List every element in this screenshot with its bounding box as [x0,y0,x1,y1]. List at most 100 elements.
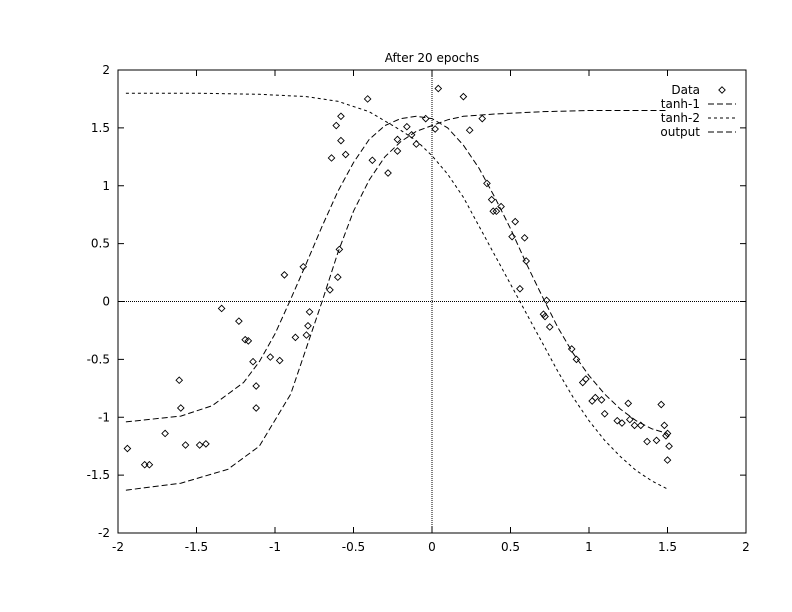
data-point [412,140,421,148]
x-tick-label: -0.5 [342,540,365,554]
data-point [181,441,190,449]
data-point [266,353,275,361]
data-point [145,460,154,469]
legend-label: tanh-2 [661,111,700,125]
x-tick-label: -1 [269,540,281,554]
data-point [665,442,673,451]
series-line-tanh-1 [125,110,668,491]
y-tick-label: -1.5 [87,468,110,482]
y-tick-label: 1 [102,179,110,193]
data-point [337,136,345,145]
data-point [520,234,529,242]
y-tick-label: 0.5 [91,237,110,251]
data-point [545,323,554,331]
data-point [252,404,260,412]
series-line-output [125,115,668,434]
data-point [643,437,651,446]
data-point [337,112,345,121]
x-tick-label: 0 [428,540,436,554]
data-point [662,431,670,440]
x-tick-label: 1.5 [658,540,677,554]
data-point [368,156,377,165]
data-point [625,415,634,424]
data-point [275,356,284,365]
legend-label: output [660,125,700,139]
legend-label: tanh-1 [661,97,700,111]
data-point [483,179,491,188]
data-point [492,207,501,216]
data-point [235,317,243,326]
x-tick-label: 1 [585,540,593,554]
data-point [333,273,342,282]
data-point [123,444,132,453]
data-point [578,378,587,387]
data-point [244,337,253,345]
data-point [304,321,312,330]
x-tick-label: -2 [112,540,124,554]
data-point [217,304,226,313]
data-point [597,396,606,404]
data-point [542,296,551,305]
data-point [421,114,430,123]
y-tick-label: 1.5 [91,121,110,135]
data-point [202,440,210,448]
data-point [508,232,516,241]
data-point [663,456,672,464]
data-point [572,355,581,364]
data-point [195,441,204,449]
data-point [591,393,600,402]
data-point [434,84,443,93]
legend-label: Data [671,83,700,97]
data-point [630,421,639,430]
data-point [652,436,661,445]
data-point [588,397,596,405]
data-point [657,400,666,409]
x-tick-label: -1.5 [185,540,208,554]
data-point [302,331,311,339]
data-point [459,92,468,101]
data-point [541,312,549,321]
y-tick-label: 0 [102,295,110,309]
legend-swatch [718,86,726,94]
y-tick-label: -2 [98,526,110,540]
data-point [291,333,300,342]
data-point [465,126,474,135]
data-point [280,271,289,279]
data-point [161,429,169,438]
data-point [326,286,334,294]
data-point [305,308,314,316]
y-tick-label: 2 [102,63,110,77]
data-point [363,95,372,103]
data-point [613,416,622,425]
data-point [624,399,633,408]
x-tick-label: 2 [742,540,750,554]
data-point [489,207,498,216]
data-point [140,460,149,469]
data-point [384,169,392,177]
data-point [241,335,250,344]
plot-area: -2 -1.5 -1 -0.5 0 0.5 1 1.5 2 -2 -1.5 -1 -0.5 0 0.5 1 1.… [87,63,750,554]
chart-title: After 20 epochs [385,51,480,65]
data-point [175,376,184,385]
data-point [660,421,669,430]
series-line-tanh-2 [125,92,668,490]
data-point [600,409,609,418]
data-point [327,154,336,162]
data-point [511,217,520,226]
data-point [403,122,411,131]
data-point [393,135,402,144]
data-point [431,125,439,133]
data-point [332,121,341,130]
data-point [618,419,626,427]
y-tick-label: -1 [98,410,110,424]
data-point [582,375,590,383]
data-point [341,150,350,159]
data-point [516,284,524,293]
y-tick-label: -0.5 [87,352,110,366]
x-tick-label: 0.5 [501,540,520,554]
data-point [335,245,344,254]
data-point [176,404,185,412]
data-point [478,114,487,123]
data-point [249,357,257,366]
